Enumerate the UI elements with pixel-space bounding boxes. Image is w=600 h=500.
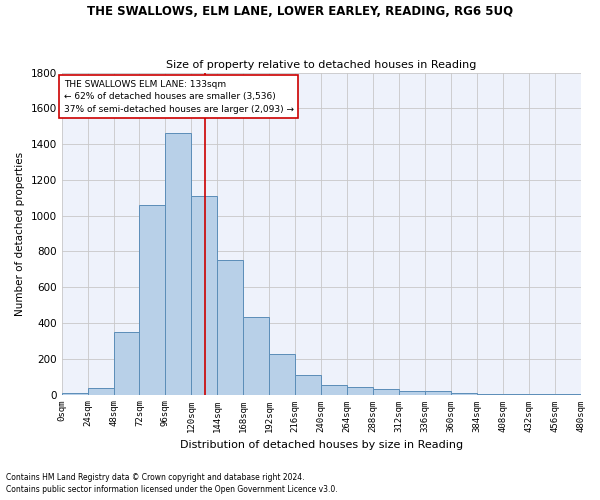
Text: THE SWALLOWS, ELM LANE, LOWER EARLEY, READING, RG6 5UQ: THE SWALLOWS, ELM LANE, LOWER EARLEY, RE… [87, 5, 513, 18]
Bar [425, 391, 451, 394]
Bar [191, 196, 217, 394]
Bar [373, 389, 399, 394]
Bar [321, 384, 347, 394]
Bar [62, 393, 88, 394]
Text: Contains public sector information licensed under the Open Government Licence v3: Contains public sector information licen… [6, 486, 338, 494]
X-axis label: Distribution of detached houses by size in Reading: Distribution of detached houses by size … [179, 440, 463, 450]
Bar [399, 391, 425, 394]
Bar [451, 393, 477, 394]
Text: THE SWALLOWS ELM LANE: 133sqm
← 62% of detached houses are smaller (3,536)
37% o: THE SWALLOWS ELM LANE: 133sqm ← 62% of d… [64, 80, 294, 114]
Title: Size of property relative to detached houses in Reading: Size of property relative to detached ho… [166, 60, 476, 70]
Y-axis label: Number of detached properties: Number of detached properties [15, 152, 25, 316]
Text: Contains HM Land Registry data © Crown copyright and database right 2024.: Contains HM Land Registry data © Crown c… [6, 473, 305, 482]
Bar [269, 354, 295, 395]
Bar [166, 134, 191, 394]
Bar [217, 260, 243, 394]
Bar [243, 317, 269, 394]
Bar [113, 332, 139, 394]
Bar [88, 388, 113, 394]
Bar [295, 375, 321, 394]
Bar [347, 386, 373, 394]
Bar [139, 205, 166, 394]
